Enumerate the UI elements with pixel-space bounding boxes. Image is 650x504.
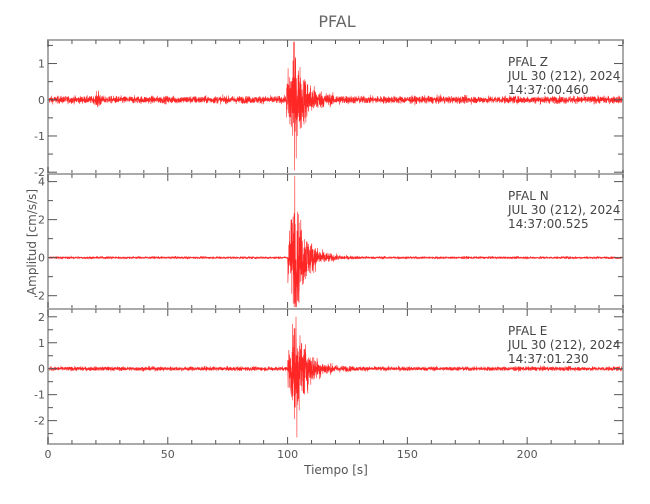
y-tick-label: 0 (38, 252, 45, 265)
trace-info-line: JUL 30 (212), 2024 (507, 69, 620, 83)
y-tick-label: -2 (34, 290, 45, 303)
y-tick-label: 0 (38, 363, 45, 376)
x-tick-label: 0 (45, 448, 52, 461)
x-tick-label: 150 (397, 448, 418, 461)
waveform-n (47, 175, 624, 308)
x-tick-label: 200 (517, 448, 538, 461)
waveform-z (47, 41, 624, 171)
y-tick-label: -2 (34, 166, 45, 179)
trace-info-line: JUL 30 (212), 2024 (507, 338, 620, 352)
trace-info-line: 14:37:00.460 (508, 83, 589, 97)
x-tick-label: 50 (161, 448, 175, 461)
waveform-e (47, 316, 624, 438)
trace-info-line: PFAL N (508, 189, 549, 203)
y-axis-label: Amplitud [cm/s/s] (25, 189, 39, 295)
y-tick-label: 1 (38, 337, 45, 350)
x-tick-label: 100 (277, 448, 298, 461)
y-tick-label: 1 (38, 58, 45, 71)
trace-info-line: 14:37:01.230 (508, 352, 589, 366)
chart-title: PFAL (318, 12, 355, 31)
trace-info-line: PFAL Z (508, 55, 548, 69)
y-tick-label: 2 (38, 311, 45, 324)
trace-info-line: 14:37:00.525 (508, 217, 589, 231)
x-axis-label: Tiempo [s] (303, 463, 368, 477)
y-tick-label: -2 (34, 415, 45, 428)
y-tick-label: 0 (38, 94, 45, 107)
y-tick-label: 4 (38, 176, 45, 189)
trace-info-line: PFAL E (508, 324, 547, 338)
y-tick-label: 2 (38, 214, 45, 227)
trace-info-line: JUL 30 (212), 2024 (507, 203, 620, 217)
y-tick-label: -1 (34, 389, 45, 402)
y-tick-label: -1 (34, 130, 45, 143)
